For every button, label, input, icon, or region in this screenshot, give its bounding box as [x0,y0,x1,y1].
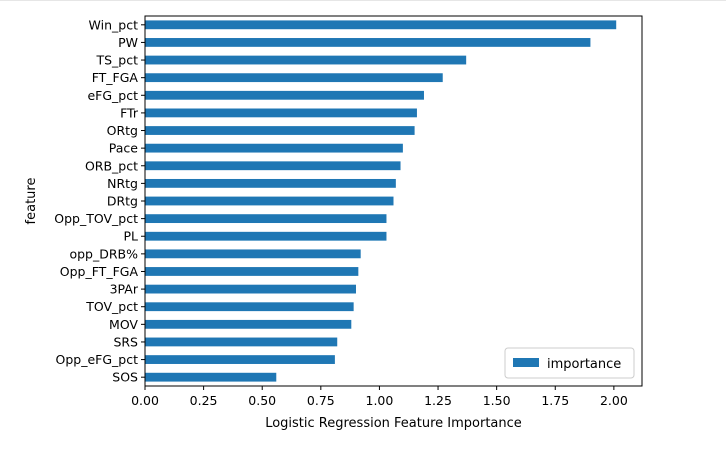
bar-TOV_pct [145,302,354,312]
x-tick-label: 0.50 [248,393,276,408]
bar-eFG_pct [145,90,424,100]
x-tick-label: 0.00 [131,393,159,408]
bar-opp_DRB% [145,249,361,259]
y-tick-label: SOS [112,370,138,385]
bars-group [145,20,617,382]
legend: importance [504,347,635,379]
y-tick-label: opp_DRB% [69,246,138,261]
y-tick-label: SRS [113,334,138,349]
legend-label: importance [547,357,621,372]
x-tick-label: 1.25 [424,393,452,408]
top-divider [0,0,726,1]
x-tick-label: 1.50 [483,393,511,408]
bar-SOS [145,372,277,382]
bar-DRtg [145,196,394,206]
y-tick-label: Win_pct [89,17,139,32]
y-tick-label: PW [118,35,138,50]
x-axis-title: Logistic Regression Feature Importance [265,416,522,431]
y-ticks-group: Win_pct PW TS_pct FT_FGA eFG_pct FTr ORtg Pace O… [54,17,145,385]
bar-NRtg [145,178,396,188]
y-tick-label: Opp_FT_FGA [60,264,139,279]
bar-PL [145,231,387,241]
bar-TS_pct [145,55,467,65]
bar-ORB_pct [145,161,401,171]
x-tick-label: 1.75 [541,393,569,408]
x-ticks-group: 0.00 0.25 0.50 0.75 1.00 1.25 1.50 1.75 2.00 [131,386,628,408]
y-tick-label: TS_pct [95,53,138,68]
y-tick-label: eFG_pct [87,88,138,103]
y-tick-label: MOV [109,317,138,332]
bar-Opp_FT_FGA [145,267,359,276]
y-tick-label: NRtg [107,176,138,191]
bar-SRS [145,337,338,347]
bar-3PAr [145,284,356,294]
y-tick-label: PL [123,229,138,244]
bar-Win_pct [145,20,617,30]
legend-box [504,347,635,379]
y-tick-label: Pace [109,141,139,156]
bar-Opp_eFG_pct [145,355,335,364]
x-tick-label: 0.75 [307,393,335,408]
y-tick-label: 3PAr [110,282,139,297]
y-tick-label: Opp_eFG_pct [56,352,139,367]
bar-ORtg [145,126,415,135]
x-tick-label: 0.25 [190,393,218,408]
y-tick-label: ORtg [107,123,138,138]
bar-Pace [145,143,403,153]
y-tick-label: TOV_pct [85,299,138,314]
bar-FTr [145,108,417,118]
y-tick-label: FTr [120,105,139,120]
legend-swatch [513,358,539,367]
bar-MOV [145,319,352,329]
y-tick-label: Opp_TOV_pct [54,211,138,226]
x-tick-label: 1.00 [366,393,394,408]
bar-Opp_TOV_pct [145,214,387,224]
y-tick-label: FT_FGA [92,70,139,85]
bar-PW [145,38,591,47]
y-tick-label: DRtg [107,194,138,209]
plot-frame [144,15,643,387]
x-tick-label: 2.00 [600,393,628,408]
bar-FT_FGA [145,73,443,83]
y-tick-label: ORB_pct [85,158,138,173]
y-axis-title: feature [24,178,39,225]
